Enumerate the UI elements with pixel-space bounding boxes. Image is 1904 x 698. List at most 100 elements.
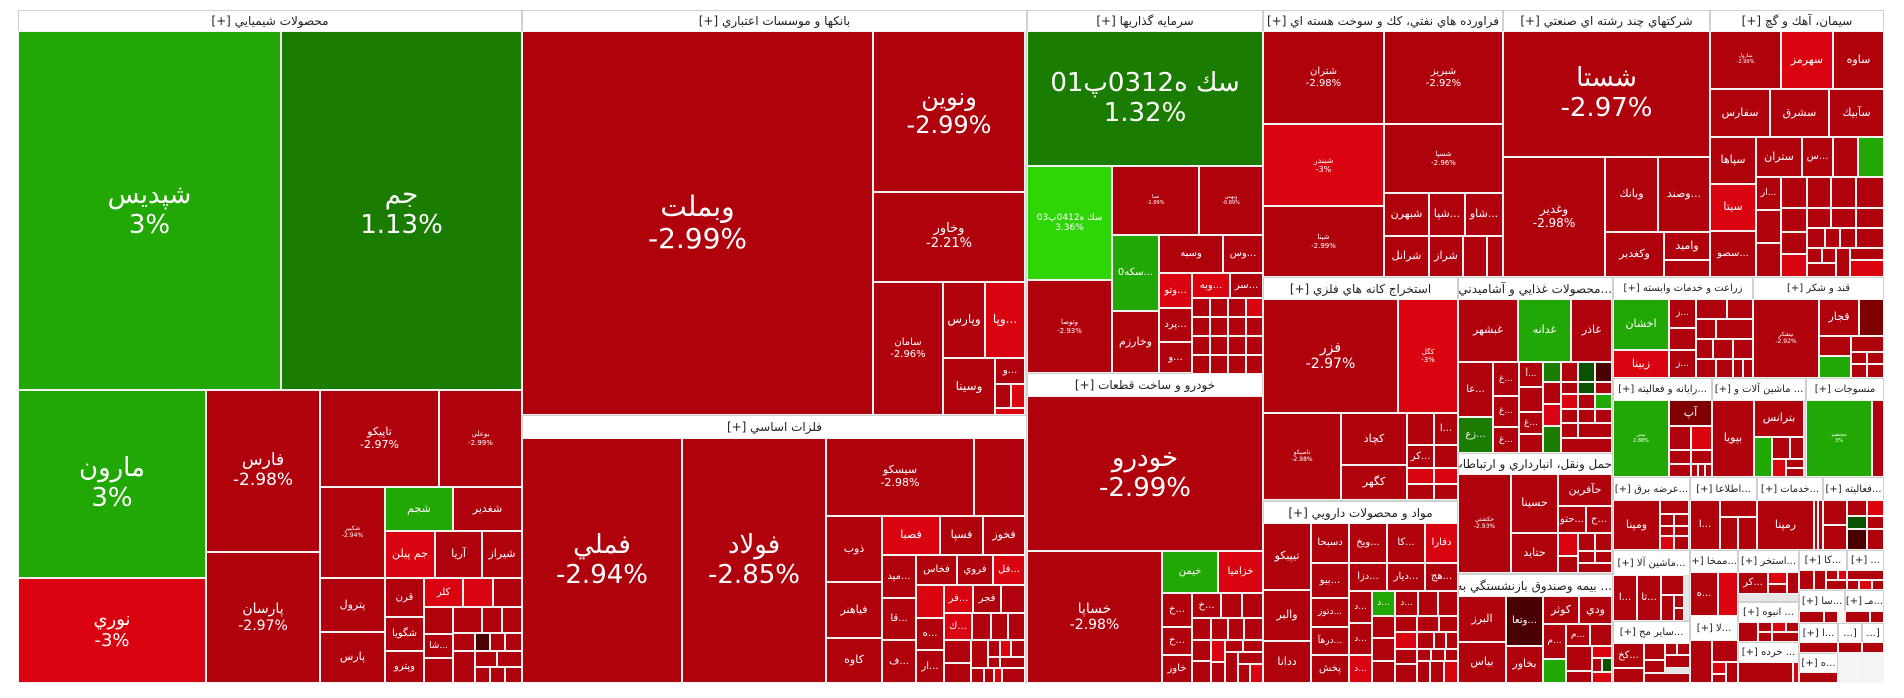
stock-tile[interactable]: [1417, 616, 1439, 632]
stock-tile[interactable]: ...ار: [916, 650, 944, 683]
stock-tile[interactable]: وسبه: [1159, 235, 1223, 273]
stock-tile[interactable]: [1192, 661, 1211, 683]
stock-tile[interactable]: بخاور: [1506, 646, 1543, 683]
stock-tile[interactable]: [1228, 317, 1246, 336]
stock-tile[interactable]: [1826, 570, 1838, 580]
stock-tile[interactable]: دسبحا: [1311, 523, 1349, 563]
stock-tile[interactable]: [1660, 514, 1674, 526]
stock-tile[interactable]: [1674, 595, 1684, 608]
stock-tile[interactable]: سپاها: [1710, 137, 1756, 184]
stock-tile[interactable]: غبشهر: [1458, 299, 1518, 362]
stock-tile[interactable]: [1772, 437, 1790, 459]
stock-tile[interactable]: البرز: [1458, 596, 1506, 642]
sector-header-expand[interactable]: ...ممخا [+]: [1691, 551, 1737, 573]
stock-tile[interactable]: [1712, 662, 1726, 674]
stock-tile[interactable]: [1592, 646, 1612, 658]
stock-tile[interactable]: فخاس: [916, 555, 957, 585]
stock-tile[interactable]: ...كر: [1407, 445, 1434, 468]
stock-tile[interactable]: [1831, 208, 1856, 228]
stock-tile[interactable]: [1372, 661, 1395, 683]
stock-tile[interactable]: [1372, 638, 1395, 661]
stock-tile[interactable]: تاپيكو -2.97%: [320, 390, 439, 487]
sector-header-expand[interactable]: ...ا [+]: [1800, 624, 1837, 643]
stock-tile[interactable]: ...بيو: [1311, 563, 1349, 598]
stock-tile[interactable]: [505, 633, 522, 651]
stock-tile[interactable]: [1862, 642, 1884, 653]
stock-tile[interactable]: [1758, 632, 1772, 642]
stock-tile[interactable]: ستران: [1756, 137, 1802, 177]
stock-tile[interactable]: [1434, 468, 1458, 484]
stock-tile[interactable]: [1872, 400, 1884, 477]
stock-tile[interactable]: [1825, 228, 1840, 248]
stock-tile[interactable]: [1669, 464, 1691, 477]
stock-tile[interactable]: [1228, 355, 1246, 374]
stock-tile[interactable]: شغدير: [453, 487, 522, 531]
stock-tile[interactable]: سارول -2.99%: [1710, 31, 1781, 89]
stock-tile[interactable]: [1743, 359, 1753, 378]
stock-tile[interactable]: [1434, 445, 1458, 468]
stock-tile[interactable]: [1840, 228, 1856, 248]
stock-tile[interactable]: [1833, 137, 1858, 177]
stock-tile[interactable]: شبريز -2.92%: [1384, 31, 1503, 124]
sector-header-expand[interactable]: فراورده هاي نفتي، كك و سوخت هسته اي [+]: [1264, 11, 1502, 32]
stock-tile[interactable]: ...حتو: [1558, 506, 1586, 533]
stock-tile[interactable]: [1818, 500, 1823, 550]
stock-tile[interactable]: [1578, 423, 1612, 438]
stock-tile[interactable]: [1519, 434, 1543, 453]
stock-tile[interactable]: [1826, 580, 1847, 590]
stock-tile[interactable]: [1847, 500, 1867, 516]
stock-tile[interactable]: نوري -3%: [18, 578, 206, 683]
stock-tile[interactable]: خزاميا: [1218, 551, 1263, 593]
stock-tile[interactable]: [1661, 575, 1684, 595]
stock-tile[interactable]: ...ف: [882, 640, 916, 683]
stock-tile[interactable]: [1243, 640, 1263, 652]
stock-tile[interactable]: ...ه: [1690, 572, 1718, 616]
stock-tile[interactable]: [1823, 525, 1847, 550]
stock-tile[interactable]: [1870, 611, 1884, 623]
sector-header-expand[interactable]: خودرو و ساخت قطعات [+]: [1028, 374, 1262, 397]
stock-tile[interactable]: [1807, 208, 1831, 228]
stock-tile[interactable]: دفارا: [1425, 523, 1458, 563]
stock-tile[interactable]: [1768, 572, 1787, 584]
stock-tile[interactable]: [1578, 409, 1595, 423]
stock-tile[interactable]: [1867, 529, 1884, 550]
stock-tile[interactable]: [1445, 649, 1458, 661]
stock-tile[interactable]: [1660, 536, 1674, 550]
stock-tile[interactable]: [1418, 591, 1438, 616]
stock-tile[interactable]: جم 1.13%: [281, 31, 522, 390]
stock-tile[interactable]: [1395, 664, 1417, 683]
stock-tile[interactable]: [1660, 500, 1689, 514]
stock-tile[interactable]: ...غ: [1493, 396, 1519, 427]
stock-tile[interactable]: [988, 640, 1000, 657]
stock-tile[interactable]: [1463, 236, 1487, 277]
sector-header-expand[interactable]: ...مـ [+]: [1846, 591, 1883, 612]
stock-tile[interactable]: [944, 663, 971, 683]
stock-tile[interactable]: [1558, 533, 1578, 556]
stock-tile[interactable]: كوثر: [1543, 596, 1579, 624]
stock-tile[interactable]: حتايد: [1511, 533, 1558, 573]
stock-tile[interactable]: ...م: [1566, 624, 1590, 646]
stock-tile[interactable]: ...ا: [1434, 413, 1458, 445]
stock-tile[interactable]: [1847, 516, 1867, 529]
stock-tile[interactable]: [1566, 671, 1592, 683]
stock-tile[interactable]: [1814, 570, 1826, 590]
stock-tile[interactable]: [1786, 468, 1804, 477]
stock-tile[interactable]: وبملت -2.99%: [522, 31, 873, 415]
stock-tile[interactable]: ...ح: [1586, 506, 1612, 533]
stock-tile[interactable]: ...غ: [1519, 412, 1543, 434]
stock-tile[interactable]: تاصيكو -2.98%: [1263, 413, 1341, 500]
stock-tile[interactable]: [1210, 355, 1228, 374]
stock-tile[interactable]: [493, 578, 522, 607]
stock-tile[interactable]: وخارزم: [1112, 311, 1159, 373]
stock-tile[interactable]: ...غ: [1493, 427, 1519, 453]
stock-tile[interactable]: [1716, 319, 1753, 339]
stock-tile[interactable]: ...س: [1802, 137, 1833, 177]
stock-tile[interactable]: [1487, 236, 1503, 277]
sector-header-expand[interactable]: ...ه [+]: [1800, 654, 1837, 673]
stock-tile[interactable]: [1856, 177, 1884, 208]
stock-tile[interactable]: صبا -1.99%: [1112, 166, 1199, 235]
stock-tile[interactable]: [1872, 580, 1884, 590]
stock-tile[interactable]: [1790, 437, 1804, 459]
stock-tile[interactable]: [1192, 298, 1210, 317]
sector-header-expand[interactable]: سرمايه گذاريها [+]: [1028, 11, 1262, 32]
